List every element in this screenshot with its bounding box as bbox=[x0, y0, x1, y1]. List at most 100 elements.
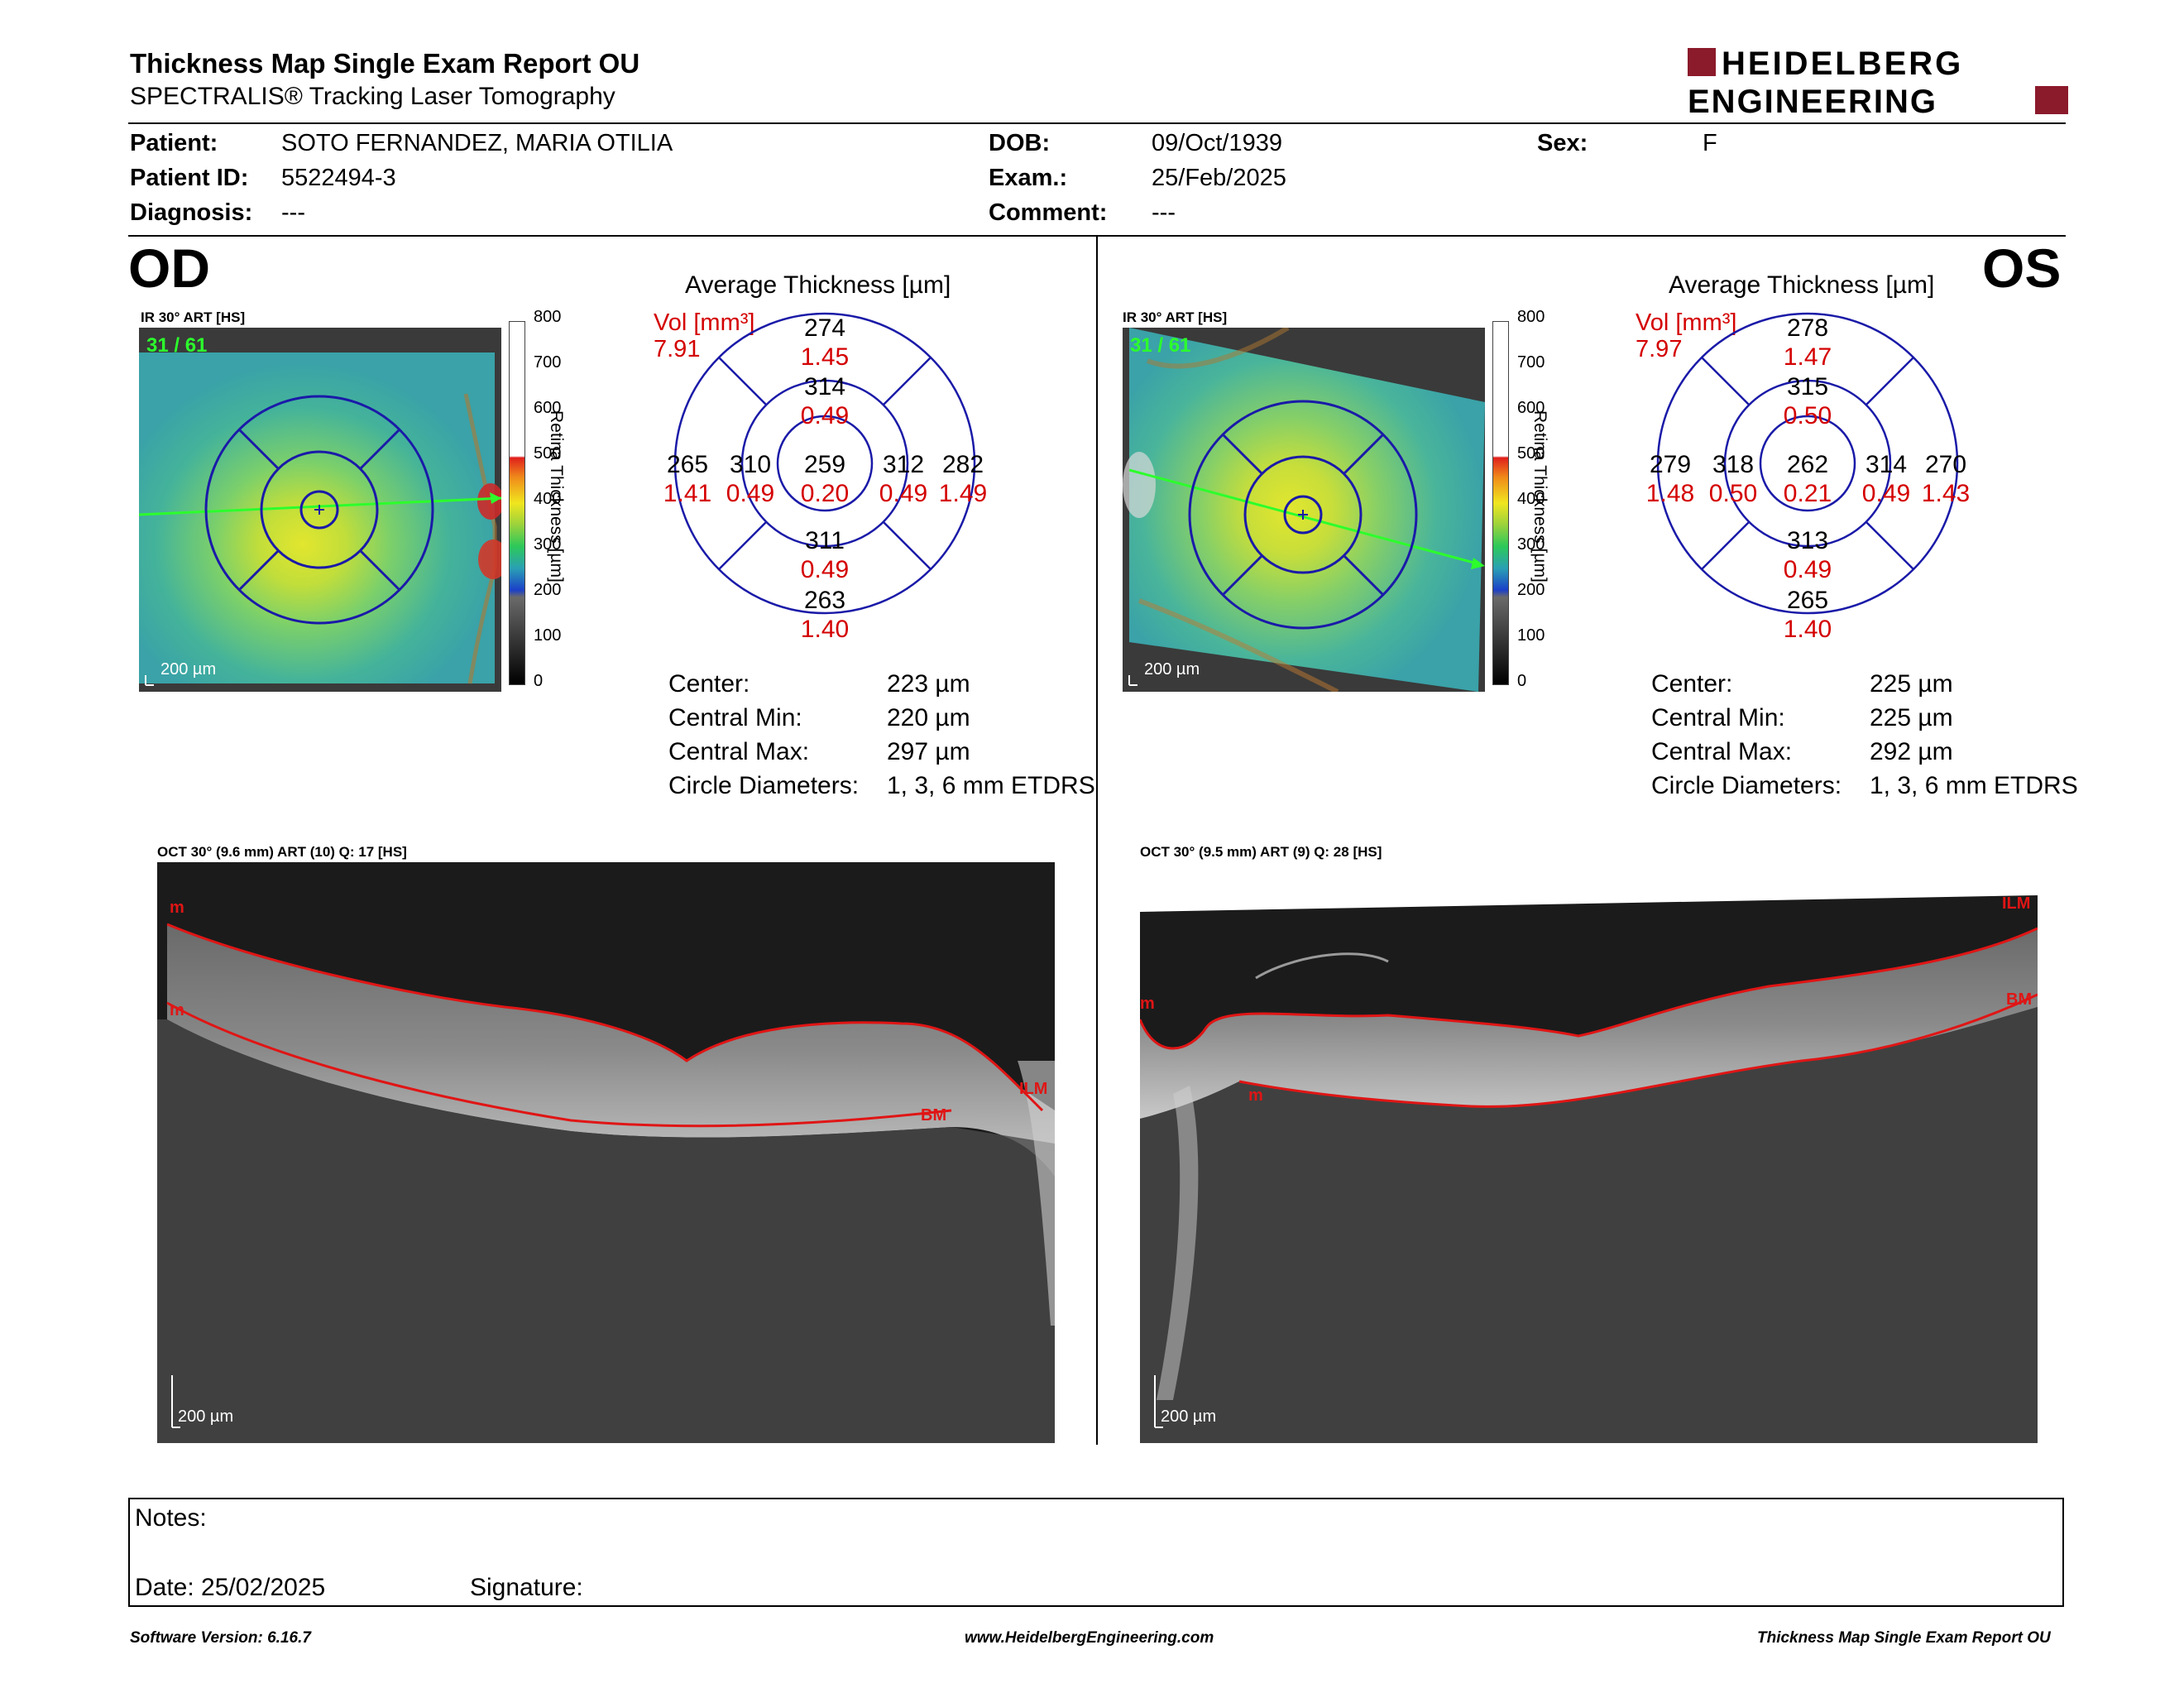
od-eye-label: OD bbox=[128, 237, 210, 299]
od-max-value: 297 µm bbox=[887, 738, 970, 765]
os-inf-outer-volume: 1.40 bbox=[1784, 616, 1832, 643]
notes-signature: Signature: bbox=[470, 1574, 583, 1601]
os-min-value: 225 µm bbox=[1870, 704, 1953, 731]
os-center-volume: 0.21 bbox=[1784, 480, 1832, 507]
logo-line1: HEIDELBERG bbox=[1722, 46, 1963, 82]
od-sup-inner-volume: 0.49 bbox=[801, 402, 849, 429]
od-map-scale: 200 µm bbox=[160, 660, 217, 679]
footer-report-name: Thickness Map Single Exam Report OU bbox=[1757, 1629, 2051, 1647]
os-inf-outer-thickness: 265 bbox=[1787, 587, 1828, 614]
footer-website-link[interactable]: www.HeidelbergEngineering.com bbox=[965, 1629, 1214, 1647]
header-divider bbox=[128, 122, 2066, 124]
os-colorbar-tick: 500 bbox=[1517, 444, 1545, 463]
od-inf-outer-thickness: 263 bbox=[804, 587, 845, 614]
od-diam-value: 1, 3, 6 mm ETDRS bbox=[887, 772, 1095, 799]
od-sup-outer-thickness: 274 bbox=[804, 314, 845, 342]
exam-value: 25/Feb/2025 bbox=[1152, 165, 1286, 191]
os-etdrs-grid: 278 1.47 315 0.50 279 1.48 318 0.50 262 … bbox=[1646, 312, 1970, 643]
os-colorbar-title: Retina Thickness [µm] bbox=[1530, 410, 1549, 583]
sex-label: Sex: bbox=[1537, 130, 1588, 156]
notes-label: Notes: bbox=[135, 1504, 207, 1532]
os-layer-left-label: m bbox=[1140, 995, 1155, 1013]
od-inf-inner-thickness: 311 bbox=[805, 527, 845, 554]
os-max-label: Central Max: bbox=[1651, 738, 1793, 765]
od-temp-outer-thickness: 265 bbox=[667, 451, 708, 478]
os-inf-inner-volume: 0.49 bbox=[1784, 556, 1832, 583]
os-sup-inner-thickness: 315 bbox=[1787, 373, 1828, 400]
od-sup-outer-volume: 1.45 bbox=[801, 343, 849, 371]
os-colorbar-tick: 600 bbox=[1517, 399, 1545, 417]
notes-box[interactable] bbox=[128, 1498, 2064, 1607]
os-sup-inner-volume: 0.50 bbox=[1784, 402, 1832, 429]
od-diam-label: Circle Diameters: bbox=[668, 772, 860, 799]
os-ilm-label: ILM bbox=[2002, 894, 2031, 913]
os-frame-counter: 31 / 61 bbox=[1130, 334, 1191, 357]
os-diam-label: Circle Diameters: bbox=[1651, 772, 1842, 799]
od-inf-inner-volume: 0.49 bbox=[801, 556, 849, 583]
os-sup-outer-thickness: 278 bbox=[1787, 314, 1828, 342]
os-colorbar-tick: 0 bbox=[1517, 672, 1527, 690]
od-center-label: Center: bbox=[668, 670, 750, 698]
od-oct-scale: 200 µm bbox=[178, 1407, 234, 1426]
od-colorbar bbox=[509, 321, 525, 685]
center-divider bbox=[1096, 237, 1098, 1445]
os-colorbar-tick: 400 bbox=[1517, 490, 1545, 508]
os-temp-outer-volume: 1.43 bbox=[1922, 480, 1970, 507]
od-temp-inner-thickness: 310 bbox=[730, 451, 771, 478]
os-oct-bscan bbox=[1140, 862, 2038, 1443]
os-avg-title: Average Thickness [µm] bbox=[1669, 271, 1935, 299]
od-colorbar-tick: 700 bbox=[534, 353, 562, 372]
comment-label: Comment: bbox=[989, 199, 1108, 226]
od-vol-label: Vol [mm³] bbox=[654, 309, 755, 336]
os-inf-inner-thickness: 313 bbox=[1787, 527, 1828, 554]
od-center-thickness: 259 bbox=[804, 451, 845, 478]
os-vol-label: Vol [mm³] bbox=[1636, 309, 1737, 336]
patient-label: Patient: bbox=[130, 130, 218, 156]
os-nasal-outer-thickness: 279 bbox=[1650, 451, 1691, 478]
diagnosis-value: --- bbox=[281, 199, 305, 226]
od-vol-value: 7.91 bbox=[654, 336, 701, 362]
od-colorbar-tick: 0 bbox=[534, 672, 544, 690]
diagnosis-label: Diagnosis: bbox=[130, 199, 253, 226]
logo-line2: ENGINEERING bbox=[1688, 84, 1937, 119]
os-colorbar-tick: 800 bbox=[1517, 308, 1545, 326]
os-bm-label: BM bbox=[2006, 990, 2033, 1009]
os-oct-label: OCT 30° (9.5 mm) ART (9) Q: 28 [HS] bbox=[1140, 844, 1382, 860]
os-temp-outer-thickness: 270 bbox=[1925, 451, 1966, 478]
od-colorbar-tick: 600 bbox=[534, 399, 562, 417]
os-temp-inner-thickness: 314 bbox=[1866, 451, 1907, 478]
os-layer-low-label: m bbox=[1248, 1086, 1263, 1105]
od-bm-label: BM bbox=[921, 1106, 947, 1125]
os-nasal-outer-volume: 1.48 bbox=[1646, 480, 1694, 507]
os-max-value: 292 µm bbox=[1870, 738, 1953, 765]
os-center-thickness: 262 bbox=[1787, 451, 1828, 478]
sex-value: F bbox=[1703, 130, 1717, 156]
os-temp-inner-volume: 0.49 bbox=[1862, 480, 1910, 507]
od-nasal-outer-volume: 1.49 bbox=[939, 480, 987, 507]
od-frame-counter: 31 / 61 bbox=[146, 334, 208, 357]
od-colorbar-tick: 200 bbox=[534, 581, 562, 599]
od-colorbar-tick: 300 bbox=[534, 535, 562, 554]
od-etdrs-grid: 274 1.45 314 0.49 265 1.41 310 0.49 259 … bbox=[663, 312, 987, 643]
od-center-volume: 0.20 bbox=[801, 480, 849, 507]
info-divider bbox=[128, 235, 2066, 237]
footer-software-version: Software Version: 6.16.7 bbox=[130, 1629, 311, 1647]
od-oct-label: OCT 30° (9.6 mm) ART (10) Q: 17 [HS] bbox=[157, 844, 407, 860]
od-colorbar-tick: 100 bbox=[534, 626, 562, 645]
os-nasal-inner-thickness: 318 bbox=[1712, 451, 1754, 478]
os-colorbar-tick: 300 bbox=[1517, 535, 1545, 554]
od-thickness-map bbox=[139, 328, 501, 692]
od-temp-inner-volume: 0.49 bbox=[726, 480, 774, 507]
os-center-label: Center: bbox=[1651, 670, 1733, 698]
os-map-scale: 200 µm bbox=[1144, 660, 1200, 679]
od-nasal-inner-thickness: 312 bbox=[883, 451, 924, 478]
od-sup-inner-thickness: 314 bbox=[804, 373, 845, 400]
report-title: Thickness Map Single Exam Report OU bbox=[130, 48, 640, 79]
od-center-value: 223 µm bbox=[887, 670, 970, 698]
dob-value: 09/Oct/1939 bbox=[1152, 130, 1282, 156]
comment-value: --- bbox=[1152, 199, 1176, 226]
patient-id-value: 5522494-3 bbox=[281, 165, 396, 191]
os-ir-label: IR 30° ART [HS] bbox=[1123, 309, 1228, 325]
od-colorbar-tick: 800 bbox=[534, 308, 562, 326]
od-min-label: Central Min: bbox=[668, 704, 802, 731]
